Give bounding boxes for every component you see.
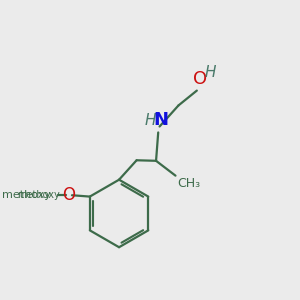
Text: H: H <box>205 65 216 80</box>
Text: methoxy: methoxy <box>2 190 51 200</box>
Text: CH₃: CH₃ <box>178 177 201 190</box>
Text: O: O <box>193 70 207 88</box>
Text: N: N <box>153 111 168 129</box>
Text: methoxy: methoxy <box>17 190 60 200</box>
Text: H: H <box>145 113 156 128</box>
Text: O: O <box>62 186 75 204</box>
